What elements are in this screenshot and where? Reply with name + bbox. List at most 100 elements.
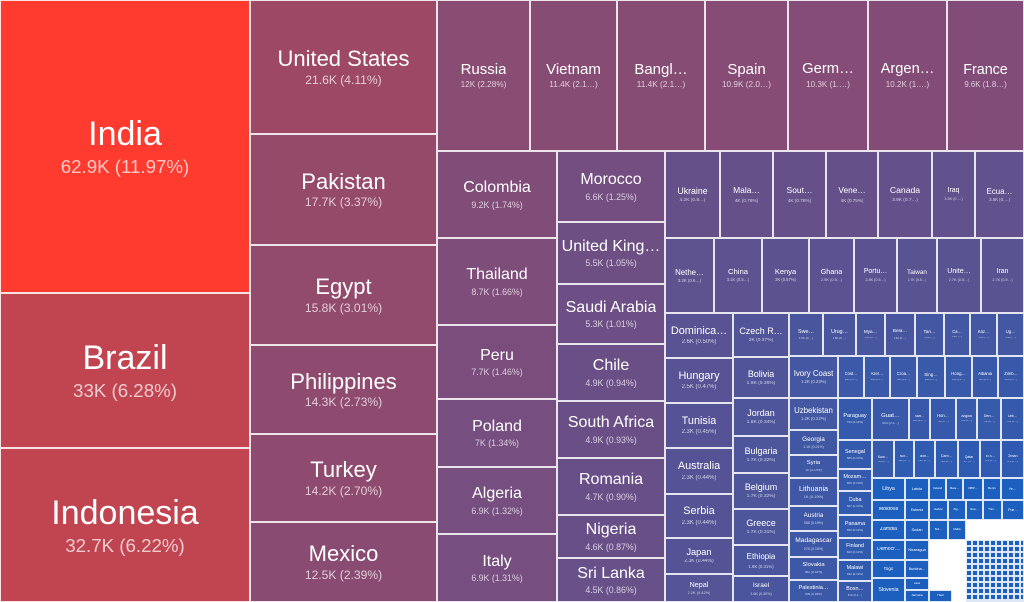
treemap-tile[interactable]: Lithuania 1K (0.19%) [789,478,838,506]
treemap-tile[interactable]: Cam… 584 (0.…) [935,440,958,478]
treemap-tile-minor[interactable] [984,540,990,546]
treemap-tile[interactable]: Malawi 632 (0.12%) [838,560,872,581]
treemap-tile[interactable]: Cost… 908 (0.1…) [838,356,864,398]
treemap-tile-minor[interactable] [984,588,990,594]
treemap-tile-minor[interactable] [1008,546,1014,552]
treemap-tile-minor[interactable] [972,570,978,576]
treemap-tile-minor[interactable] [972,594,978,600]
treemap-tile[interactable]: Bela… 1.4K (0.…) [885,313,915,356]
treemap-tile-minor[interactable] [966,594,972,600]
treemap-tile-minor[interactable] [996,570,1002,576]
treemap-tile[interactable]: Zambia [872,520,905,540]
treemap-tile[interactable]: Ug… 1.2K (…) [997,313,1024,356]
treemap-tile-minor[interactable] [1014,564,1020,570]
treemap-tile-minor[interactable] [984,582,990,588]
treemap-tile[interactable]: Bulgaria 1.7K (0.32%) [733,436,789,473]
treemap-tile[interactable]: Ecua… 3.5K (0.…) [975,151,1024,238]
treemap-tile[interactable]: Vietnam 11.4K (2.1…) [530,0,617,151]
treemap-tile[interactable]: Austria 988 (0.19%) [789,506,838,531]
treemap-tile[interactable]: Swe… 1.5K (0.…) [789,313,823,356]
treemap-tile[interactable]: Algeria 6.9K (1.32%) [437,467,557,534]
treemap-tile[interactable]: Kuw… 735 (0.…) [872,440,894,478]
treemap-tile-minor[interactable] [966,552,972,558]
treemap-tile[interactable]: Dominica… 2.6K (0.50%) [665,313,733,358]
treemap-tile[interactable]: Bolivia 1.9K (0.36%) [733,357,789,398]
treemap-tile-minor[interactable] [1014,582,1020,588]
treemap-tile[interactable]: Haiti [929,590,952,602]
treemap-tile[interactable]: Morocco 6.6K (1.25%) [557,151,665,222]
treemap-tile-minor[interactable] [972,552,978,558]
treemap-tile[interactable]: Mexico 12.5K (2.39%) [250,522,437,602]
treemap-tile-minor[interactable] [1008,576,1014,582]
treemap-tile[interactable]: Libya [872,478,905,500]
treemap-tile[interactable]: Sout… 4K (0.76%) [773,151,826,238]
treemap-tile[interactable]: Paraguay 724 (0.14%) [838,398,872,440]
treemap-tile-minor[interactable] [990,588,996,594]
treemap-tile-minor[interactable] [984,552,990,558]
treemap-tile[interactable]: Serbia 2.3K (0.44%) [665,494,733,538]
treemap-tile[interactable]: Croa… 866 (0.1…) [890,356,917,398]
treemap-tile[interactable]: Nor… 590 (0.…) [894,440,914,478]
treemap-tile[interactable]: Ethiopia 1.6K (0.31%) [733,545,789,576]
treemap-tile-minor[interactable] [1014,552,1020,558]
treemap-tile-minor[interactable] [984,570,990,576]
treemap-tile[interactable]: United States 21.6K (4.11%) [250,0,437,134]
treemap-tile[interactable]: Mon… 587 (0.…) [914,440,935,478]
treemap-tile[interactable]: Burkina… [905,560,929,578]
treemap-tile[interactable]: Hon… 798 (0.…) [930,398,956,440]
treemap-tile[interactable]: Azer… 885 (0.1…) [864,356,890,398]
treemap-tile-minor[interactable] [990,552,996,558]
treemap-tile[interactable]: Greece 1.7K (0.31%) [733,509,789,545]
treemap-tile-minor[interactable] [978,588,984,594]
treemap-tile-minor[interactable] [1002,576,1008,582]
treemap-tile-minor[interactable] [990,582,996,588]
treemap-tile[interactable]: France 9.6K (1.8…) [947,0,1024,151]
treemap-tile-minor[interactable] [984,558,990,564]
treemap-tile[interactable]: Saudi Arabia 5.3K (1.01%) [557,284,665,344]
treemap-tile-minor[interactable] [996,582,1002,588]
treemap-tile[interactable]: United King… 5.5K (1.05%) [557,222,665,284]
treemap-tile-minor[interactable] [972,576,978,582]
treemap-tile[interactable]: Laos [905,578,929,590]
treemap-tile-minor[interactable] [996,546,1002,552]
treemap-tile[interactable]: Nicaragua [905,540,929,560]
treemap-tile-minor[interactable] [996,558,1002,564]
treemap-tile[interactable]: Albania 818 (0.1…) [972,356,998,398]
treemap-tile[interactable]: Ca… 1.2K (…) [944,313,970,356]
treemap-tile[interactable]: Tan… 1.2K (…) [915,313,944,356]
treemap-tile[interactable]: Senegal 689 (0.13%) [838,440,872,469]
treemap-tile[interactable]: Alg… [948,500,966,520]
treemap-tile-minor[interactable] [978,576,984,582]
treemap-tile[interactable]: Colombia 9.2K (1.74%) [437,151,557,238]
treemap-tile-minor[interactable] [1008,564,1014,570]
treemap-tile[interactable]: India 62.9K (11.97%) [0,0,250,293]
treemap-tile-minor[interactable] [966,570,972,576]
treemap-tile[interactable]: Ghana 2.9K (0.5…) [809,238,854,313]
treemap-tile[interactable]: Tunisia 2.3K (0.45%) [665,403,733,448]
treemap-tile[interactable]: Cuba 667 (0.13%) [838,491,872,515]
treemap-tile[interactable]: Nepal 2.2K (0.42%) [665,574,733,602]
treemap-tile[interactable]: Canada 3.9K (0.7…) [878,151,932,238]
treemap-tile-minor[interactable] [978,594,984,600]
treemap-tile-minor[interactable] [984,576,990,582]
treemap-tile[interactable]: Swit… 800 (0.1…) [909,398,930,440]
treemap-tile[interactable]: Indonesia 32.7K (6.22%) [0,448,250,602]
treemap-tile[interactable]: Sudan [905,520,929,540]
treemap-tile[interactable]: Kaz… 1.2K (…) [970,313,997,356]
treemap-tile[interactable]: Madagascar 975 (0.18%) [789,531,838,557]
treemap-tile[interactable]: Bosn… 813 (0.1…) [838,581,872,602]
treemap-tile[interactable]: Pakistan 17.7K (3.37%) [250,134,437,245]
treemap-tile[interactable]: Poland 7K (1.34%) [437,399,557,467]
treemap-tile[interactable]: Ireland [929,478,946,500]
treemap-tile[interactable]: New… [963,478,983,500]
treemap-tile[interactable]: Romania 4.7K (0.90%) [557,458,665,515]
treemap-tile[interactable]: Slovenia [872,578,905,602]
treemap-tile-minor[interactable] [1014,570,1020,576]
treemap-tile-minor[interactable] [972,588,978,594]
treemap-tile[interactable]: Estonia [905,500,929,520]
treemap-tile-minor[interactable] [966,540,972,546]
treemap-tile-minor[interactable] [966,558,972,564]
treemap-tile-minor[interactable] [1014,594,1020,600]
treemap-tile-minor[interactable] [972,546,978,552]
treemap-tile[interactable]: Togo [872,560,905,578]
